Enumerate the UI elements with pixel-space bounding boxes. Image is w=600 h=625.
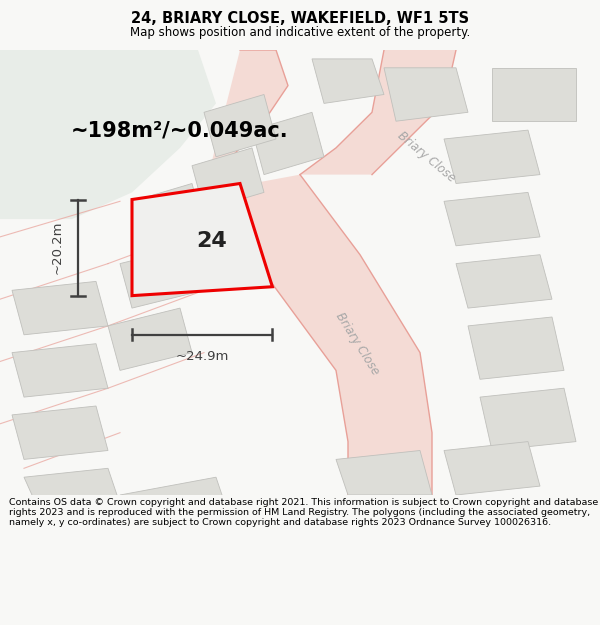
Text: ~198m²/~0.049ac.: ~198m²/~0.049ac.: [71, 120, 289, 140]
Polygon shape: [252, 112, 324, 174]
Polygon shape: [444, 192, 540, 246]
Polygon shape: [108, 308, 192, 371]
Polygon shape: [480, 388, 576, 451]
Polygon shape: [204, 50, 288, 192]
Text: Briary Close: Briary Close: [395, 129, 457, 184]
Polygon shape: [192, 148, 264, 210]
Polygon shape: [132, 184, 272, 296]
Polygon shape: [444, 130, 540, 184]
Polygon shape: [336, 451, 432, 495]
Polygon shape: [204, 94, 276, 157]
Polygon shape: [12, 406, 108, 459]
Polygon shape: [456, 255, 552, 308]
Text: ~20.2m: ~20.2m: [50, 221, 64, 274]
Polygon shape: [0, 50, 216, 219]
Polygon shape: [24, 468, 120, 504]
Polygon shape: [468, 317, 564, 379]
Polygon shape: [492, 68, 576, 121]
Polygon shape: [120, 246, 204, 308]
Polygon shape: [312, 59, 384, 103]
Polygon shape: [300, 50, 456, 174]
Text: ~24.9m: ~24.9m: [176, 349, 229, 362]
Text: Contains OS data © Crown copyright and database right 2021. This information is : Contains OS data © Crown copyright and d…: [9, 498, 598, 528]
Text: 24: 24: [197, 231, 227, 251]
Polygon shape: [444, 442, 540, 495]
Polygon shape: [132, 184, 204, 246]
Polygon shape: [204, 174, 432, 495]
Polygon shape: [384, 68, 468, 121]
Polygon shape: [12, 344, 108, 397]
Polygon shape: [120, 478, 228, 512]
Text: Map shows position and indicative extent of the property.: Map shows position and indicative extent…: [130, 26, 470, 39]
Text: 24, BRIARY CLOSE, WAKEFIELD, WF1 5TS: 24, BRIARY CLOSE, WAKEFIELD, WF1 5TS: [131, 11, 469, 26]
Text: Briary Close: Briary Close: [332, 310, 382, 378]
Polygon shape: [12, 281, 108, 335]
